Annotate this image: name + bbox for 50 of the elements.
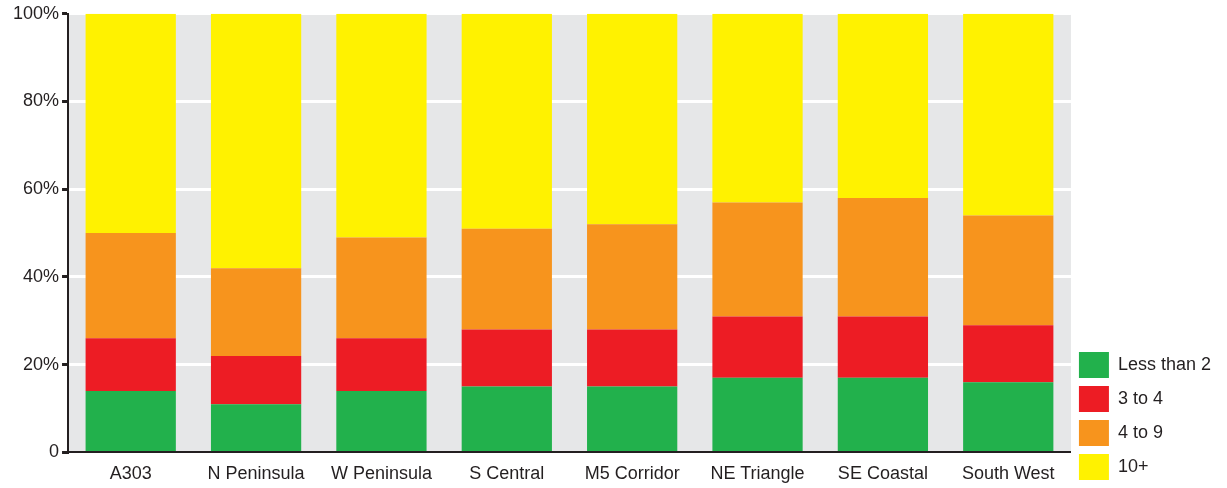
y-tick-label: 100% (12, 2, 60, 23)
bar (210, 268, 302, 356)
bar (587, 224, 678, 330)
bar (461, 329, 552, 387)
x-tick-label: A303 (109, 463, 152, 484)
bar (210, 13, 302, 269)
bar (963, 382, 1054, 451)
legend-label: 3 to 4 (1117, 387, 1163, 408)
bar (963, 325, 1054, 383)
bar (963, 215, 1054, 326)
bar (336, 13, 427, 238)
bar (210, 404, 302, 451)
x-tick-label: South West (961, 463, 1055, 484)
y-tick-label: 20% (23, 353, 60, 374)
legend-label: 4 to 9 (1117, 421, 1163, 442)
legend-label: 10+ (1117, 455, 1149, 476)
x-tick-label: S Central (469, 463, 545, 484)
bar (85, 13, 176, 234)
bar (712, 13, 803, 203)
y-tick-label: 0 (49, 441, 60, 462)
x-tick-label: N Peninsula (207, 463, 306, 484)
y-tick-label: 80% (23, 90, 60, 111)
bar (837, 377, 929, 451)
y-tick-label: 60% (23, 178, 60, 199)
bar (85, 233, 176, 339)
bar (85, 338, 176, 391)
bar (85, 391, 176, 451)
x-tick-label: M5 Corridor (584, 463, 680, 484)
bar (587, 329, 678, 387)
bar (210, 355, 302, 405)
bar (963, 13, 1054, 216)
bar (837, 316, 929, 378)
bar (587, 386, 678, 451)
bar (461, 386, 552, 451)
bar (587, 13, 678, 225)
bar (461, 13, 552, 229)
y-tick-label: 40% (23, 265, 60, 286)
bar (712, 377, 803, 451)
x-tick-label: W Peninsula (330, 463, 433, 484)
bar (336, 391, 427, 451)
bar (461, 228, 552, 330)
x-tick-label: SE Coastal (837, 463, 928, 484)
x-tick-label: NE Triangle (710, 463, 805, 484)
bar (712, 202, 803, 317)
bar (712, 316, 803, 378)
bar (837, 198, 929, 317)
bar (837, 13, 929, 199)
bar (336, 338, 427, 391)
legend-label: Less than 2 (1117, 353, 1212, 374)
bar (336, 237, 427, 339)
